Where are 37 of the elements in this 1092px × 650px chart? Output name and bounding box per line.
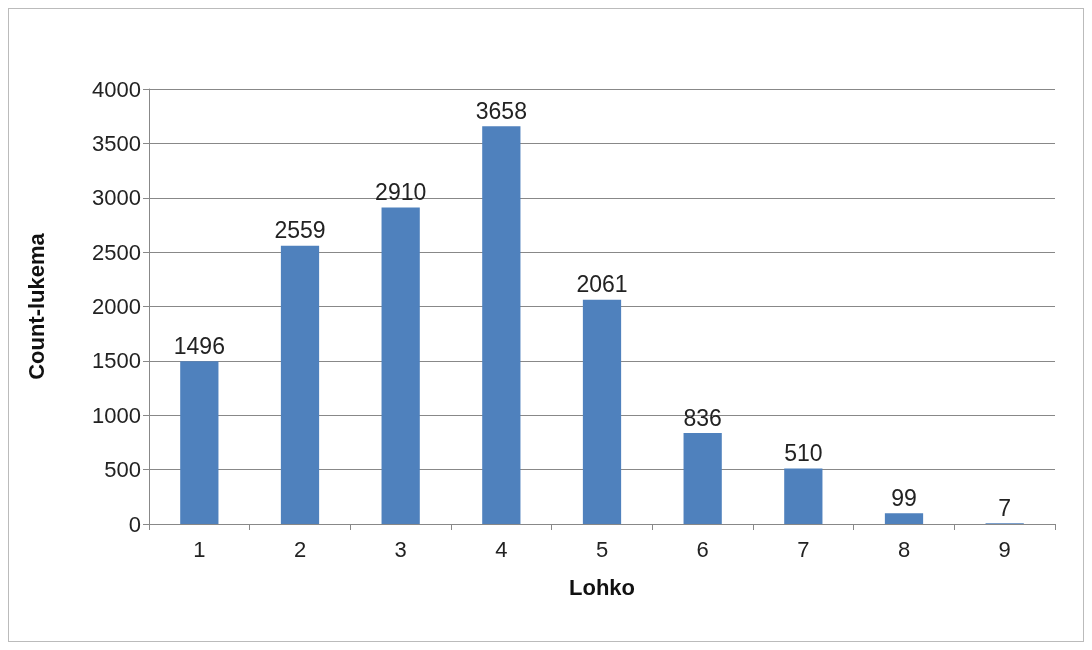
bar [280, 245, 320, 524]
x-tick-label: 3 [394, 536, 407, 562]
x-tick-label: 4 [495, 536, 508, 562]
data-label: 2910 [375, 179, 427, 206]
bar [683, 433, 722, 524]
x-axis-title: Lohko [569, 574, 635, 600]
x-tick-label: 6 [696, 536, 709, 562]
y-tick-label: 500 [104, 457, 141, 483]
data-label: 7 [998, 494, 1012, 521]
x-tick-label: 2 [293, 536, 307, 562]
data-label: 836 [683, 404, 722, 431]
data-label: 1496 [173, 332, 225, 359]
bar [784, 468, 823, 524]
y-tick-label: 1000 [92, 402, 141, 428]
bar [482, 126, 521, 524]
x-tick-label: 5 [595, 536, 609, 562]
y-tick-label: 2500 [92, 239, 141, 265]
x-tick-label: 8 [897, 536, 911, 562]
bar [884, 513, 924, 524]
y-tick-label: 3500 [92, 130, 141, 156]
data-label: 510 [784, 440, 823, 467]
y-tick-label: 2000 [92, 294, 141, 319]
bar [582, 299, 622, 524]
y-tick-label: 3000 [92, 185, 141, 211]
data-label: 2559 [274, 217, 326, 244]
x-tick-label: 9 [998, 536, 1011, 562]
x-tick-label: 7 [797, 536, 810, 562]
data-label: 3658 [475, 97, 527, 124]
data-label: 2061 [576, 271, 628, 298]
data-label: 99 [891, 484, 917, 511]
x-tick-label: 1 [193, 536, 206, 562]
y-tick-label: 0 [128, 511, 141, 537]
y-tick-label: 4000 [92, 76, 141, 102]
y-tick-label: 1500 [92, 348, 141, 374]
y-axis-title: Count-lukema [23, 232, 49, 380]
bar [180, 361, 219, 524]
bar [381, 207, 420, 524]
